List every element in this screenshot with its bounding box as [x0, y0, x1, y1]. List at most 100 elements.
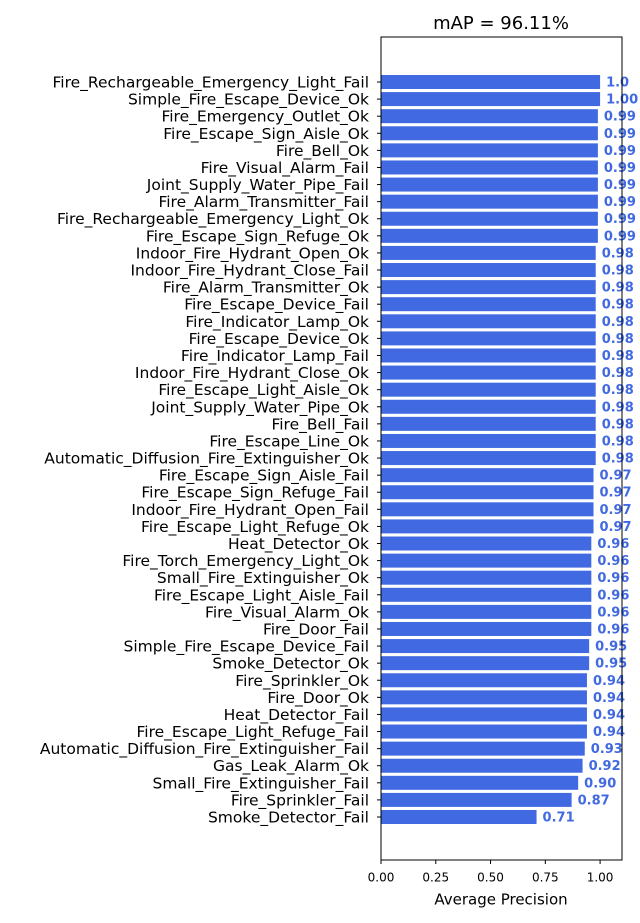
bar — [381, 468, 594, 483]
y-tick-label: Gas_Leak_Alarm_Ok — [213, 757, 369, 776]
bar — [381, 758, 583, 773]
y-tick-label: Small_Fire_Extinguisher_Fail — [152, 774, 369, 793]
bar — [381, 570, 592, 585]
bar — [381, 416, 596, 431]
bar — [381, 604, 592, 619]
y-tick-label: Fire_Escape_Light_Aisle_Ok — [158, 381, 369, 400]
value-label: 0.98 — [602, 298, 634, 313]
bar — [381, 92, 601, 107]
y-tick-label: Fire_Bell_Fail — [271, 415, 369, 434]
bar — [381, 263, 596, 278]
y-tick-label: Smoke_Detector_Ok — [212, 655, 369, 674]
y-tick-label: Fire_Door_Fail — [263, 620, 369, 639]
value-label: 0.99 — [604, 144, 636, 159]
value-label: 0.99 — [604, 195, 636, 210]
value-label: 0.96 — [597, 622, 629, 637]
y-tick-label: Indoor_Fire_Hydrant_Close_Fail — [130, 262, 369, 281]
bar — [381, 792, 572, 807]
y-tick-label: Fire_Escape_Sign_Aisle_Fail — [159, 467, 369, 486]
value-label: 0.98 — [602, 349, 634, 364]
x-tick-label: 1.00 — [587, 871, 614, 885]
y-tick-label: Fire_Visual_Alarm_Ok — [205, 603, 369, 622]
bar — [381, 211, 598, 226]
x-tick-label: 0.75 — [532, 871, 559, 885]
value-label: 0.94 — [593, 691, 625, 706]
bar — [381, 775, 579, 790]
x-tick-label: 0.00 — [368, 871, 395, 885]
bar — [381, 741, 585, 756]
y-tick-label: Indoor_Fire_Hydrant_Open_Fail — [131, 501, 369, 520]
value-label: 0.71 — [543, 811, 575, 826]
bar — [381, 280, 596, 295]
y-tick-label: Fire_Escape_Sign_Refuge_Fail — [141, 484, 369, 503]
value-label: 0.97 — [600, 520, 632, 535]
x-tick-label: 0.50 — [477, 871, 504, 885]
bar — [381, 810, 537, 824]
value-label: 0.98 — [602, 417, 634, 432]
value-label: 0.98 — [602, 383, 634, 398]
value-label: 0.98 — [602, 400, 634, 415]
y-tick-label: Fire_Alarm_Transmitter_Fail — [158, 193, 369, 212]
y-tick-label: Fire_Indicator_Lamp_Ok — [185, 313, 369, 332]
value-label: 0.93 — [591, 742, 623, 757]
y-tick-label: Heat_Detector_Fail — [224, 706, 369, 725]
bar — [381, 160, 598, 175]
bar — [381, 621, 592, 636]
value-label: 1.0 — [606, 76, 629, 91]
bar — [381, 536, 592, 551]
value-label: 0.94 — [593, 674, 625, 689]
y-tick-label: Fire_Escape_Device_Fail — [184, 296, 369, 315]
y-tick-label: Automatic_Diffusion_Fire_Extinguisher_Fa… — [40, 740, 369, 759]
bar — [381, 365, 596, 380]
value-label: 0.95 — [595, 640, 627, 655]
y-tick-label: Fire_Torch_Emergency_Light_Ok — [122, 552, 369, 571]
y-tick-label: Small_Fire_Extinguisher_Ok — [157, 569, 369, 588]
value-label: 0.99 — [604, 212, 636, 227]
value-label: 0.99 — [604, 127, 636, 142]
bar — [381, 75, 601, 89]
y-tick-label: Fire_Alarm_Transmitter_Ok — [163, 279, 369, 298]
bar — [381, 177, 598, 192]
value-label: 0.96 — [597, 554, 629, 569]
y-tick-label: Simple_Fire_Escape_Device_Fail — [124, 638, 369, 657]
bar — [381, 587, 592, 602]
bar — [381, 485, 594, 500]
value-label: 0.96 — [597, 605, 629, 620]
x-axis-label: Average Precision — [434, 891, 567, 909]
y-tick-label: Fire_Indicator_Lamp_Fail — [181, 347, 369, 366]
bar — [381, 331, 596, 346]
x-tick-label: 0.25 — [422, 871, 449, 885]
y-tick-label: Smoke_Detector_Fail — [208, 809, 369, 828]
value-label: 0.97 — [600, 469, 632, 484]
bar — [381, 519, 594, 534]
y-tick-label: Joint_Supply_Water_Pipe_Fail — [146, 176, 369, 195]
value-label: 0.94 — [593, 725, 625, 740]
value-label: 0.98 — [602, 452, 634, 467]
value-label: 0.99 — [604, 229, 636, 244]
value-label: 0.92 — [589, 759, 621, 774]
chart-title: mAP = 96.11% — [433, 13, 569, 34]
bar — [381, 109, 598, 124]
bar — [381, 639, 590, 654]
value-label: 0.90 — [584, 776, 616, 791]
y-tick-label: Joint_Supply_Water_Pipe_Ok — [150, 398, 369, 417]
value-label: 0.98 — [602, 434, 634, 449]
bar — [381, 656, 590, 671]
y-tick-label: Fire_Bell_Ok — [276, 142, 369, 161]
bar — [381, 245, 596, 260]
value-label: 0.98 — [602, 246, 634, 261]
y-tick-label: Simple_Fire_Escape_Device_Ok — [128, 91, 369, 110]
bar — [381, 143, 598, 158]
y-tick-label: Fire_Door_Ok — [267, 689, 369, 708]
y-tick-label: Indoor_Fire_Hydrant_Close_Ok — [135, 364, 369, 383]
y-tick-label: Fire_Escape_Light_Refuge_Ok — [141, 518, 369, 537]
value-label: 0.98 — [602, 332, 634, 347]
bar — [381, 382, 596, 397]
bar — [381, 194, 598, 209]
value-label: 0.99 — [604, 110, 636, 125]
value-label: 0.87 — [578, 793, 610, 808]
y-tick-label: Fire_Visual_Alarm_Fail — [201, 159, 369, 178]
value-label: 0.99 — [604, 178, 636, 193]
bar — [381, 451, 596, 466]
